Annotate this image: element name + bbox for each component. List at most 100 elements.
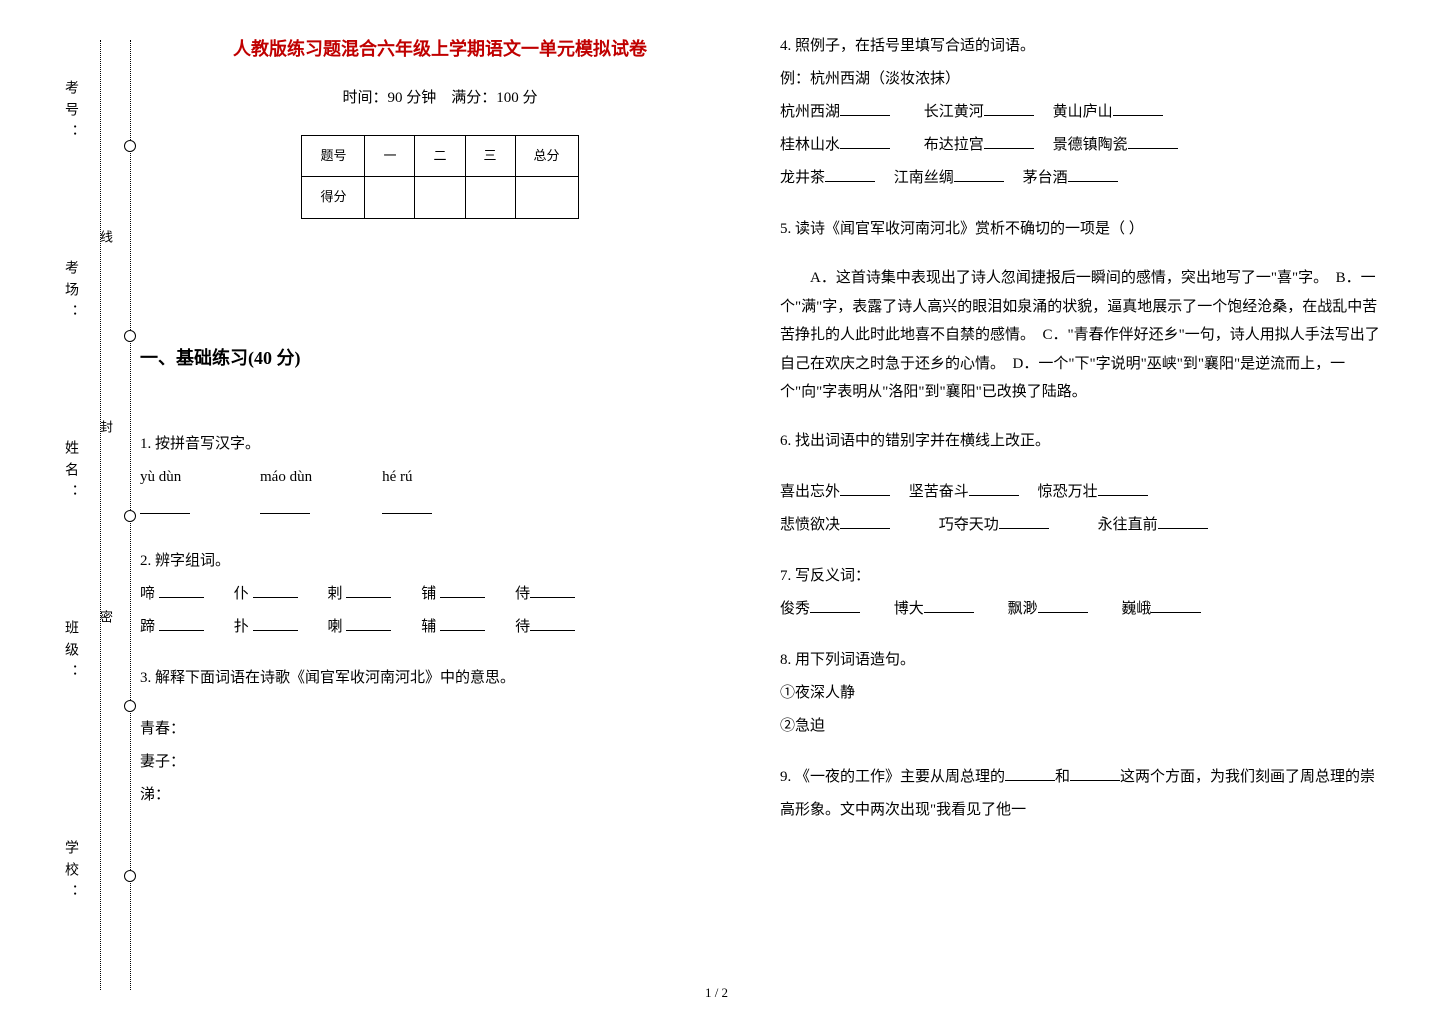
answer-blank[interactable] — [825, 164, 875, 182]
score-label: 得分 — [302, 177, 365, 219]
question-9: 9. 《一夜的工作》主要从周总理的和这两个方面，为我们刻画了周总理的崇高形象。文… — [780, 761, 1380, 827]
score-cell — [465, 177, 515, 219]
left-column: 人教版练习题混合六年级上学期语文一单元模拟试卷 时间：90 分钟 满分：100 … — [140, 30, 740, 845]
circle-marker — [124, 870, 136, 882]
q3-item: 妻子： — [140, 746, 740, 779]
answer-blank[interactable] — [840, 478, 890, 496]
answer-blank[interactable] — [159, 613, 204, 631]
q4-item: 茅台酒 — [1023, 170, 1068, 186]
score-cell — [415, 177, 465, 219]
time-score: 时间：90 分钟 满分：100 分 — [140, 82, 740, 115]
q1-pinyin: yù dùn — [140, 461, 190, 494]
q4-item: 黄山庐山 — [1053, 104, 1113, 120]
q7-item: 俊秀 — [780, 601, 810, 617]
answer-blank[interactable] — [984, 98, 1034, 116]
q1-prompt: 1. 按拼音写汉字。 — [140, 428, 740, 461]
answer-blank[interactable] — [440, 580, 485, 598]
answer-blank[interactable] — [1038, 595, 1088, 613]
th-label: 题号 — [302, 135, 365, 177]
q6-item: 永往直前 — [1098, 517, 1158, 533]
q2-char: 仆 — [234, 586, 249, 602]
score-table: 题号 一 二 三 总分 得分 — [301, 135, 578, 219]
q2-char: 辅 — [421, 619, 436, 635]
seal-char-mi: 密 — [96, 610, 115, 631]
answer-blank[interactable] — [530, 613, 575, 631]
answer-blank[interactable] — [440, 613, 485, 631]
answer-blank[interactable] — [159, 580, 204, 598]
q4-item: 江南丝绸 — [894, 170, 954, 186]
question-3: 3. 解释下面词语在诗歌《闻官军收河南河北》中的意思。 青春： 妻子： 涕： — [140, 662, 740, 812]
answer-blank[interactable] — [1070, 763, 1120, 781]
answer-blank[interactable] — [382, 496, 432, 514]
answer-blank[interactable] — [984, 131, 1034, 149]
answer-blank[interactable] — [346, 580, 391, 598]
answer-blank[interactable] — [140, 496, 190, 514]
answer-blank[interactable] — [954, 164, 1004, 182]
q7-prompt: 7. 写反义词： — [780, 560, 1380, 593]
q2-char: 待 — [515, 619, 530, 635]
q2-char: 喇 — [328, 619, 343, 635]
q6-item: 坚苦奋斗 — [909, 484, 969, 500]
answer-blank[interactable] — [1068, 164, 1118, 182]
right-column: 4. 照例子，在括号里填写合适的词语。 例：杭州西湖（淡妆浓抹） 杭州西湖 长江… — [780, 30, 1380, 845]
answer-blank[interactable] — [840, 98, 890, 116]
th-1: 一 — [365, 135, 415, 177]
answer-blank[interactable] — [530, 580, 575, 598]
q2-char: 侍 — [515, 586, 530, 602]
q4-item: 杭州西湖 — [780, 104, 840, 120]
circle-marker — [124, 700, 136, 712]
q3-item: 青春： — [140, 713, 740, 746]
q7-item: 巍峨 — [1121, 601, 1151, 617]
answer-blank[interactable] — [346, 613, 391, 631]
table-row: 题号 一 二 三 总分 — [302, 135, 578, 177]
answer-blank[interactable] — [1098, 478, 1148, 496]
score-cell — [365, 177, 415, 219]
answer-blank[interactable] — [840, 131, 890, 149]
q2-char: 剌 — [328, 586, 343, 602]
exam-title: 人教版练习题混合六年级上学期语文一单元模拟试卷 — [140, 30, 740, 70]
q2-char: 啼 — [140, 586, 155, 602]
th-3: 三 — [465, 135, 515, 177]
seal-char-xian: 线 — [96, 230, 115, 251]
margin-label-banji: 班级： — [60, 620, 80, 686]
answer-blank[interactable] — [999, 511, 1049, 529]
q2-char: 铺 — [421, 586, 436, 602]
q6-item: 喜出忘外 — [780, 484, 840, 500]
score-cell — [515, 177, 578, 219]
q4-item: 长江黄河 — [924, 104, 984, 120]
answer-blank[interactable] — [969, 478, 1019, 496]
th-total: 总分 — [515, 135, 578, 177]
question-5: 5. 读诗《闻官军收河南河北》赏析不确切的一项是（ ） A．这首诗集中表现出了诗… — [780, 213, 1380, 407]
answer-blank[interactable] — [1128, 131, 1178, 149]
circle-marker — [124, 140, 136, 152]
answer-blank[interactable] — [924, 595, 974, 613]
answer-blank[interactable] — [840, 511, 890, 529]
answer-blank[interactable] — [1158, 511, 1208, 529]
margin-label-kaohao: 考号： — [60, 80, 80, 146]
margin-label-xuexiao: 学校： — [60, 840, 80, 906]
answer-blank[interactable] — [253, 613, 298, 631]
answer-blank[interactable] — [1005, 763, 1055, 781]
circle-marker — [124, 510, 136, 522]
q2-prompt: 2. 辨字组词。 — [140, 545, 740, 578]
question-6: 6. 找出词语中的错别字并在横线上改正。 喜出忘外 坚苦奋斗 惊恐万壮 悲愤欲决… — [780, 425, 1380, 542]
answer-blank[interactable] — [1113, 98, 1163, 116]
answer-blank[interactable] — [1151, 595, 1201, 613]
question-8: 8. 用下列词语造句。 ①夜深人静 ②急迫 — [780, 644, 1380, 743]
answer-blank[interactable] — [810, 595, 860, 613]
q5-prompt: 5. 读诗《闻官军收河南河北》赏析不确切的一项是（ ） — [780, 213, 1380, 246]
q6-item: 悲愤欲决 — [780, 517, 840, 533]
question-4: 4. 照例子，在括号里填写合适的词语。 例：杭州西湖（淡妆浓抹） 杭州西湖 长江… — [780, 30, 1380, 195]
seal-char-feng: 封 — [96, 420, 115, 441]
q9-text: 和 — [1055, 769, 1070, 785]
question-2: 2. 辨字组词。 啼 仆 剌 铺 侍 蹄 扑 喇 辅 待 — [140, 545, 740, 644]
th-2: 二 — [415, 135, 465, 177]
q4-item: 布达拉宫 — [924, 137, 984, 153]
binding-margin: 考号： 考场： 姓名： 班级： 学校： 线 封 密 — [40, 20, 120, 970]
answer-blank[interactable] — [260, 496, 310, 514]
dotted-line-inner — [100, 40, 101, 990]
answer-blank[interactable] — [253, 580, 298, 598]
q4-item: 景德镇陶瓷 — [1053, 137, 1128, 153]
question-1: 1. 按拼音写汉字。 yù dùn máo dùn hé rú — [140, 428, 740, 527]
q4-item: 龙井茶 — [780, 170, 825, 186]
